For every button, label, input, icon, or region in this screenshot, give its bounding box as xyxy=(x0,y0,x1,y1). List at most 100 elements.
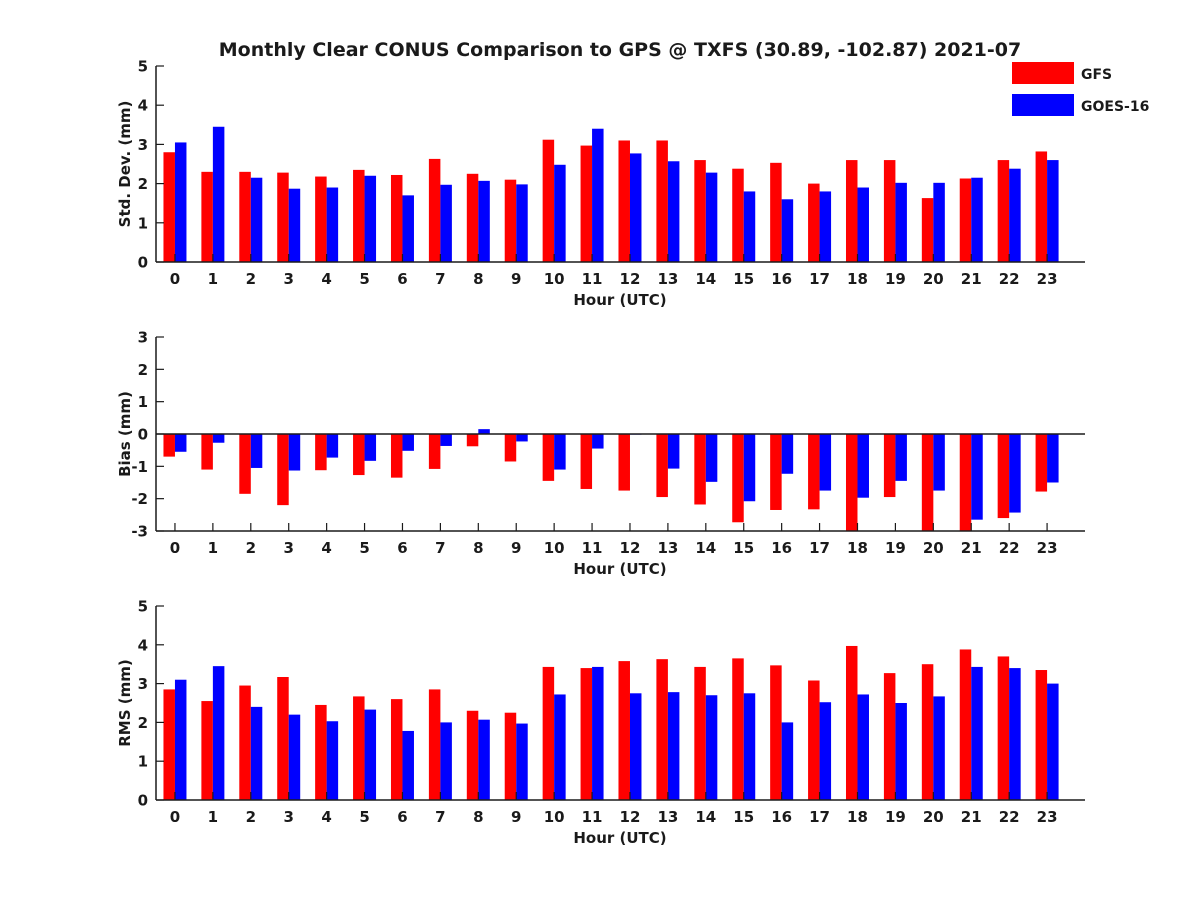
x-tick-label: 15 xyxy=(733,270,754,288)
bar-gfs-hour-7 xyxy=(428,434,441,469)
x-tick-label: 15 xyxy=(733,539,754,557)
bar-gfs-hour-22 xyxy=(997,434,1010,519)
y-tick-label: 0 xyxy=(138,254,148,272)
bar-gfs-hour-8 xyxy=(466,710,479,800)
bar-goes16-hour-5 xyxy=(364,709,377,800)
bar-goes16-hour-18 xyxy=(857,694,869,800)
bar-gfs-hour-12 xyxy=(618,434,630,491)
legend-swatch-gfs xyxy=(1012,62,1074,84)
bar-gfs-hour-9 xyxy=(504,179,517,262)
x-tick-label: 17 xyxy=(809,808,830,826)
bar-gfs-hour-9 xyxy=(504,712,517,800)
x-tick-label: 9 xyxy=(511,270,521,288)
bar-gfs-hour-10 xyxy=(542,434,555,481)
x-tick-label: 8 xyxy=(473,539,483,557)
bar-goes16-hour-16 xyxy=(781,722,794,800)
bar-goes16-hour-9 xyxy=(516,434,528,442)
bar-goes16-hour-11 xyxy=(592,128,604,262)
bar-goes16-hour-20 xyxy=(933,434,945,491)
bar-gfs-hour-10 xyxy=(542,139,555,262)
bar-gfs-hour-8 xyxy=(466,173,479,262)
x-tick-label: 4 xyxy=(321,808,331,826)
bar-gfs-hour-5 xyxy=(353,169,365,262)
y-tick-label: 0 xyxy=(138,426,148,444)
x-tick-label: 4 xyxy=(321,539,331,557)
x-tick-label: 12 xyxy=(620,808,641,826)
bar-goes16-hour-21 xyxy=(971,434,983,520)
x-tick-label: 18 xyxy=(847,270,868,288)
bar-gfs-hour-5 xyxy=(353,696,365,800)
x-tick-label: 19 xyxy=(885,539,906,557)
x-tick-label: 18 xyxy=(847,808,868,826)
bar-goes16-hour-23 xyxy=(1047,434,1059,483)
x-tick-label: 13 xyxy=(657,539,678,557)
bar-goes16-hour-13 xyxy=(667,434,680,469)
bar-goes16-hour-6 xyxy=(402,195,414,262)
bar-gfs-hour-15 xyxy=(732,434,744,523)
x-tick-label: 7 xyxy=(435,808,445,826)
x-tick-label: 17 xyxy=(809,270,830,288)
x-tick-label: 18 xyxy=(847,539,868,557)
bar-goes16-hour-12 xyxy=(629,693,642,800)
y-tick-label: 3 xyxy=(138,136,148,154)
bar-goes16-hour-8 xyxy=(478,719,490,800)
bar-gfs-hour-6 xyxy=(390,699,403,800)
bar-gfs-hour-7 xyxy=(428,158,441,262)
bar-gfs-hour-11 xyxy=(580,145,593,262)
y-tick-label: 2 xyxy=(138,714,148,732)
x-tick-label: 4 xyxy=(321,270,331,288)
y-tick-label: 3 xyxy=(138,329,148,347)
x-tick-label: 11 xyxy=(582,539,603,557)
bar-goes16-hour-5 xyxy=(364,434,377,461)
x-tick-label: 22 xyxy=(999,270,1020,288)
bar-goes16-hour-14 xyxy=(705,695,718,800)
x-tick-label: 3 xyxy=(283,808,293,826)
bar-goes16-hour-22 xyxy=(1009,434,1021,513)
bar-gfs-hour-15 xyxy=(732,658,744,800)
x-tick-label: 13 xyxy=(657,270,678,288)
bar-gfs-hour-13 xyxy=(656,659,668,800)
legend-label-gfs: GFS xyxy=(1081,67,1112,83)
bar-gfs-hour-18 xyxy=(845,160,858,262)
bar-gfs-hour-9 xyxy=(504,434,517,462)
bar-gfs-hour-20 xyxy=(921,664,934,800)
bar-gfs-hour-4 xyxy=(315,434,327,471)
bar-gfs-hour-3 xyxy=(277,172,289,262)
bar-gfs-hour-20 xyxy=(921,434,934,531)
bar-goes16-hour-20 xyxy=(933,182,945,262)
x-tick-label: 3 xyxy=(283,539,293,557)
bar-gfs-hour-1 xyxy=(201,701,213,800)
x-tick-label: 12 xyxy=(620,270,641,288)
bar-gfs-hour-2 xyxy=(239,685,251,800)
x-tick-label: 12 xyxy=(620,539,641,557)
x-tick-label: 3 xyxy=(283,270,293,288)
x-tick-label: 10 xyxy=(544,539,565,557)
bar-goes16-hour-2 xyxy=(250,177,263,262)
bar-goes16-hour-9 xyxy=(516,184,528,262)
bar-gfs-hour-8 xyxy=(466,434,479,447)
y-tick-label: 2 xyxy=(138,175,148,193)
bar-goes16-hour-23 xyxy=(1047,160,1059,262)
bar-goes16-hour-22 xyxy=(1009,168,1021,262)
bar-gfs-hour-23 xyxy=(1035,151,1048,262)
bar-gfs-hour-10 xyxy=(542,666,555,800)
bar-gfs-hour-0 xyxy=(163,434,175,457)
y-tick-label: 1 xyxy=(138,753,148,771)
bar-goes16-hour-7 xyxy=(440,722,452,800)
bar-goes16-hour-2 xyxy=(250,434,263,468)
bar-goes16-hour-16 xyxy=(781,199,794,262)
bar-goes16-hour-1 xyxy=(212,434,225,443)
bar-gfs-hour-0 xyxy=(163,152,175,262)
bar-gfs-hour-16 xyxy=(770,162,782,262)
bar-gfs-hour-21 xyxy=(959,178,972,262)
y-tick-label: 5 xyxy=(138,58,148,76)
x-tick-label: 23 xyxy=(1037,808,1058,826)
bar-gfs-hour-21 xyxy=(959,649,972,800)
bar-goes16-hour-5 xyxy=(364,175,377,262)
bar-gfs-hour-23 xyxy=(1035,434,1048,492)
x-tick-label: 15 xyxy=(733,808,754,826)
bar-goes16-hour-12 xyxy=(629,153,642,262)
bar-goes16-hour-15 xyxy=(743,693,756,800)
x-tick-label: 11 xyxy=(582,270,603,288)
y-tick-label: 1 xyxy=(138,214,148,232)
